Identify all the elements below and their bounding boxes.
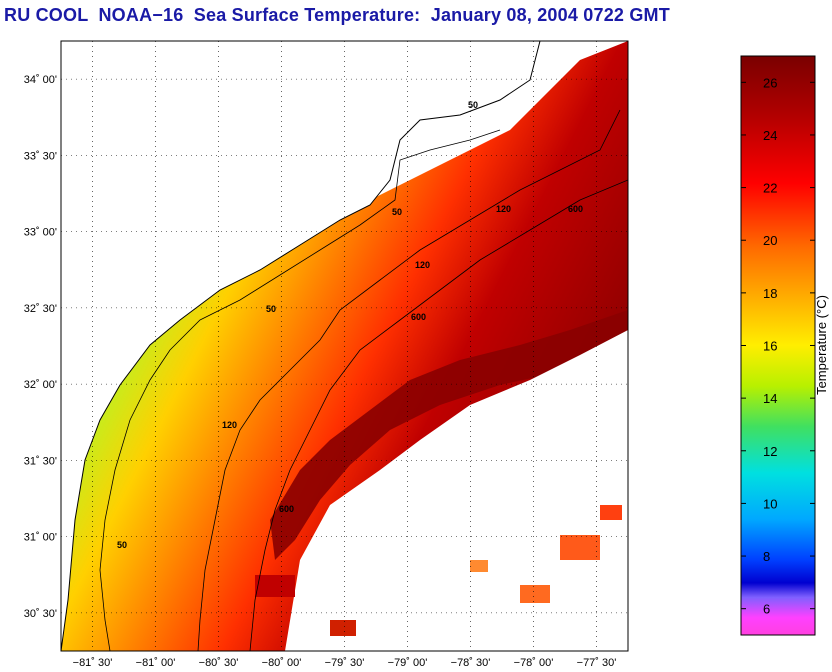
contour-label-120: 120 xyxy=(222,420,237,430)
lat-tick-label: 31˚ 00' xyxy=(24,532,57,544)
colorbar-tick-label: 14 xyxy=(763,391,777,406)
colorbar-ticks: 6 8 10 12 14 16 18 20 22 24 26 xyxy=(741,75,815,617)
lon-tick-label: −79˚ 00' xyxy=(388,657,428,669)
gulf-stream-band xyxy=(270,310,628,560)
colorbar-tick-label: 26 xyxy=(763,75,777,90)
coastline xyxy=(61,41,541,651)
lat-tick-label: 32˚ 30' xyxy=(24,303,57,315)
contour-label-50: 50 xyxy=(392,207,402,217)
lon-tick-label: −81˚ 30' xyxy=(73,657,113,669)
lon-tick-label: −81˚ 00' xyxy=(136,657,176,669)
lon-tick-label: −77˚ 30' xyxy=(577,657,617,669)
contour-label-600: 600 xyxy=(411,312,426,322)
lon-tick-label: −80˚ 00' xyxy=(262,657,302,669)
longitude-axis: −81˚ 30' −81˚ 00' −80˚ 30' −80˚ 00' −79˚ 30'… xyxy=(73,657,617,669)
graticule xyxy=(61,41,628,651)
colorbar-tick-label: 20 xyxy=(763,233,777,248)
colorbar-tick-label: 6 xyxy=(763,602,770,617)
contour-label-600: 600 xyxy=(279,504,294,514)
land-mask xyxy=(61,41,540,651)
colorbar-tick-label: 24 xyxy=(763,128,777,143)
contour-label-50: 50 xyxy=(266,304,276,314)
lon-tick-label: −78˚ 00' xyxy=(514,657,554,669)
contour-50 xyxy=(99,129,501,651)
contour-label-600: 600 xyxy=(568,204,583,214)
map-title: RU COOL NOAA−16 Sea Surface Temperature:… xyxy=(4,5,670,25)
lat-tick-label: 34˚ 00' xyxy=(24,74,57,86)
contour-label-120: 120 xyxy=(415,260,430,270)
cloud-gap-patches xyxy=(255,505,622,636)
colorbar-tick-label: 22 xyxy=(763,181,777,196)
plot-frame xyxy=(60,40,629,652)
colorbar-tick-label: 8 xyxy=(763,549,770,564)
cloud-mask xyxy=(285,330,628,651)
colorbar-tick-label: 10 xyxy=(763,496,777,511)
latitude-axis: 34˚ 00' 33˚ 30' 33˚ 00' 32˚ 30' 32˚ 00' 31˚ 3… xyxy=(24,74,57,620)
colorbar-tick-label: 16 xyxy=(763,339,777,354)
contour-600 xyxy=(249,179,628,651)
contour-label-120: 120 xyxy=(496,204,511,214)
lat-tick-label: 33˚ 30' xyxy=(24,150,57,162)
lat-tick-label: 33˚ 00' xyxy=(24,227,57,239)
colorbar-tick-label: 18 xyxy=(763,286,777,301)
contour-label-50: 50 xyxy=(117,540,127,550)
lon-tick-label: −80˚ 30' xyxy=(199,657,239,669)
contour-label-50: 50 xyxy=(468,100,478,110)
colorbar-title: Temperature (°C) xyxy=(814,295,829,395)
lat-tick-label: 31˚ 30' xyxy=(24,455,57,467)
lat-tick-label: 32˚ 00' xyxy=(24,379,57,391)
lon-tick-label: −78˚ 30' xyxy=(451,657,491,669)
lon-tick-label: −79˚ 30' xyxy=(325,657,365,669)
colorbar xyxy=(740,55,816,636)
lat-tick-label: 30˚ 30' xyxy=(24,608,57,620)
colorbar-tick-label: 12 xyxy=(763,444,777,459)
